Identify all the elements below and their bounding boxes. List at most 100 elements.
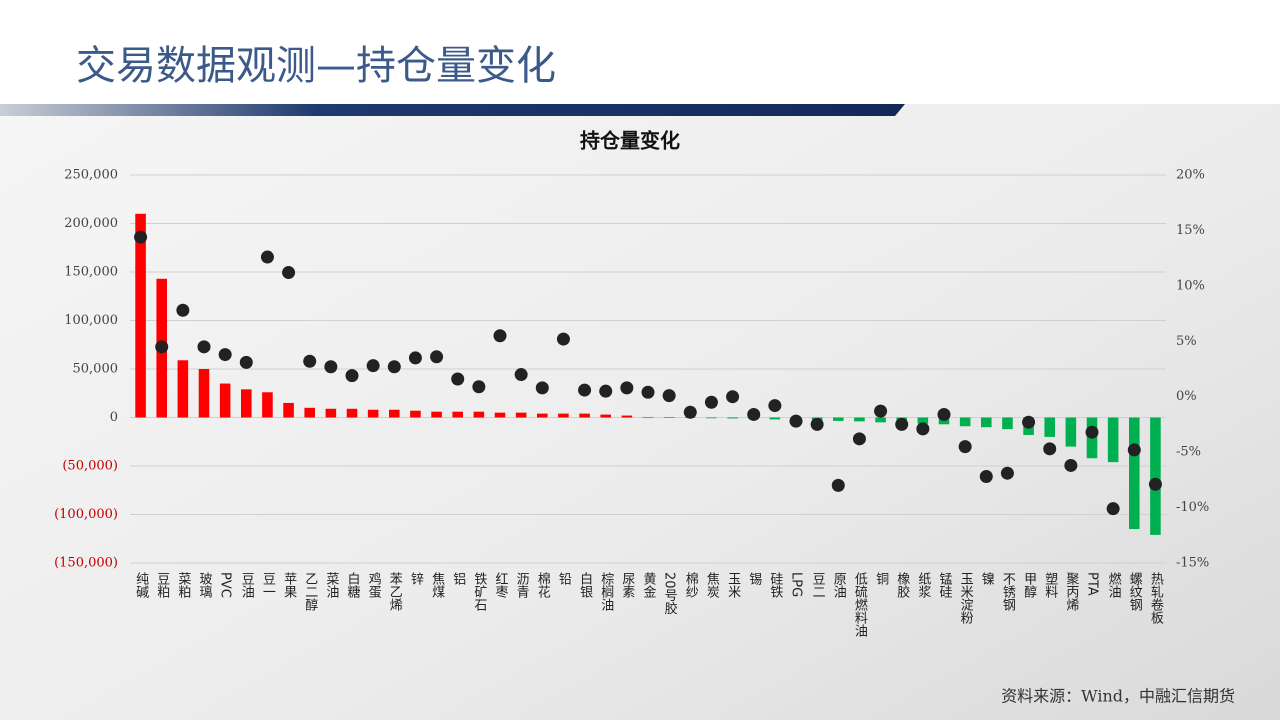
dot [1000,466,1014,480]
bar [1129,417,1140,530]
x-tick-label: 鸡蛋 [366,571,382,599]
bar [1150,417,1161,535]
bar [537,413,548,418]
bar [1065,417,1077,447]
y2-tick-label: 15% [1176,223,1205,238]
bar [706,417,717,419]
bar [663,417,675,418]
bar [875,417,886,423]
dot [916,422,930,436]
x-tick-label: 镍 [979,572,995,585]
x-tick-label: 橡胶 [894,572,910,599]
x-tick-label: 焦炭 [704,572,720,599]
x-tick-label: 焦煤 [429,572,445,598]
dot [197,340,211,354]
bar [177,360,189,418]
x-tick-label: 豆二 [810,572,826,598]
y2-tick-label: -5% [1176,445,1201,460]
dot [239,355,253,369]
dot [895,417,909,431]
y-tick-label: 200,000 [64,216,118,231]
x-tick-label: 白银 [577,571,593,598]
dot [218,348,232,362]
bar [494,412,506,418]
bar [621,415,633,418]
source-note: 资料来源：Wind，中融汇信期货 [1001,687,1235,706]
x-tick-label: 锡 [746,572,762,585]
x-tick-label: 锰硅 [937,572,953,598]
bar [198,369,210,418]
dot [556,332,570,346]
x-tick-label: 燃油 [1106,571,1122,598]
x-tick-label: 热轧卷板 [1148,572,1164,625]
x-tick-label: 白糖 [345,571,361,599]
y2-tick-label: -15% [1176,556,1209,571]
x-tick-label: 菜油 [323,572,339,598]
dot [810,417,824,431]
bar [854,417,865,422]
bar [241,389,252,418]
y-tick-label: 0 [110,410,118,425]
x-tick-label: 豆一 [260,572,276,598]
dot [937,407,951,421]
x-tick-label: 聚丙烯 [1063,572,1079,611]
x-tick-label: 玉米 [725,572,741,598]
bar [558,413,569,418]
dot [134,230,148,244]
x-tick-label: 玉米淀粉 [958,572,974,624]
dot [874,404,888,418]
dot [1085,425,1099,439]
dot [620,381,634,395]
y-tick-label: 50,000 [73,362,119,377]
bar [917,417,929,424]
dot [726,390,740,404]
dot [366,359,380,373]
x-tick-label: 豆油 [239,572,255,598]
dot [155,340,169,354]
x-tick-label: 苯乙烯 [387,572,403,611]
y-tick-label: (100,000) [54,507,118,522]
x-tick-label: 玻璃 [197,572,213,598]
dot [472,380,486,394]
x-tick-label: 锌 [408,572,424,585]
page-title: 交易数据观测—持仓量变化 [76,43,556,89]
dot [535,381,549,395]
x-tick-label: 铝 [450,572,466,585]
x-tick-label: 纸浆 [915,572,931,598]
y2-tick-label: 20% [1176,168,1205,183]
x-tick-label: 棉纱 [683,572,699,598]
bar [1002,417,1013,430]
x-tick-label: 沥青 [514,572,530,598]
x-tick-label: 硅铁 [767,572,783,598]
dot [176,303,190,317]
x-tick-label: 螺纹钢 [1127,572,1143,612]
dot [514,368,528,382]
x-tick-label: 菜粕 [175,572,191,598]
x-tick-label: 红枣 [493,571,509,598]
y-tick-label: (150,000) [54,556,118,571]
dot [408,351,422,365]
x-tick-label: 苹果 [281,572,297,598]
x-tick-label: 铅 [556,572,572,585]
bar [219,383,231,418]
bar [410,410,421,418]
x-tick-label: PTA [1085,572,1100,596]
dot [493,329,507,343]
x-tick-label: 20号胶 [662,572,678,616]
x-tick-label: 低硫燃料油 [852,572,868,637]
bar [473,411,485,418]
chart-title: 持仓量变化 [580,129,680,153]
dot [260,250,274,264]
bar [515,412,527,418]
dot [662,389,676,403]
bar [579,413,590,418]
dot [282,266,296,280]
bar [389,409,400,418]
dot [387,360,401,374]
dot [599,384,613,398]
bar [642,417,654,418]
bar [262,392,273,418]
dot [451,372,465,386]
x-tick-label: 铜 [873,572,889,585]
